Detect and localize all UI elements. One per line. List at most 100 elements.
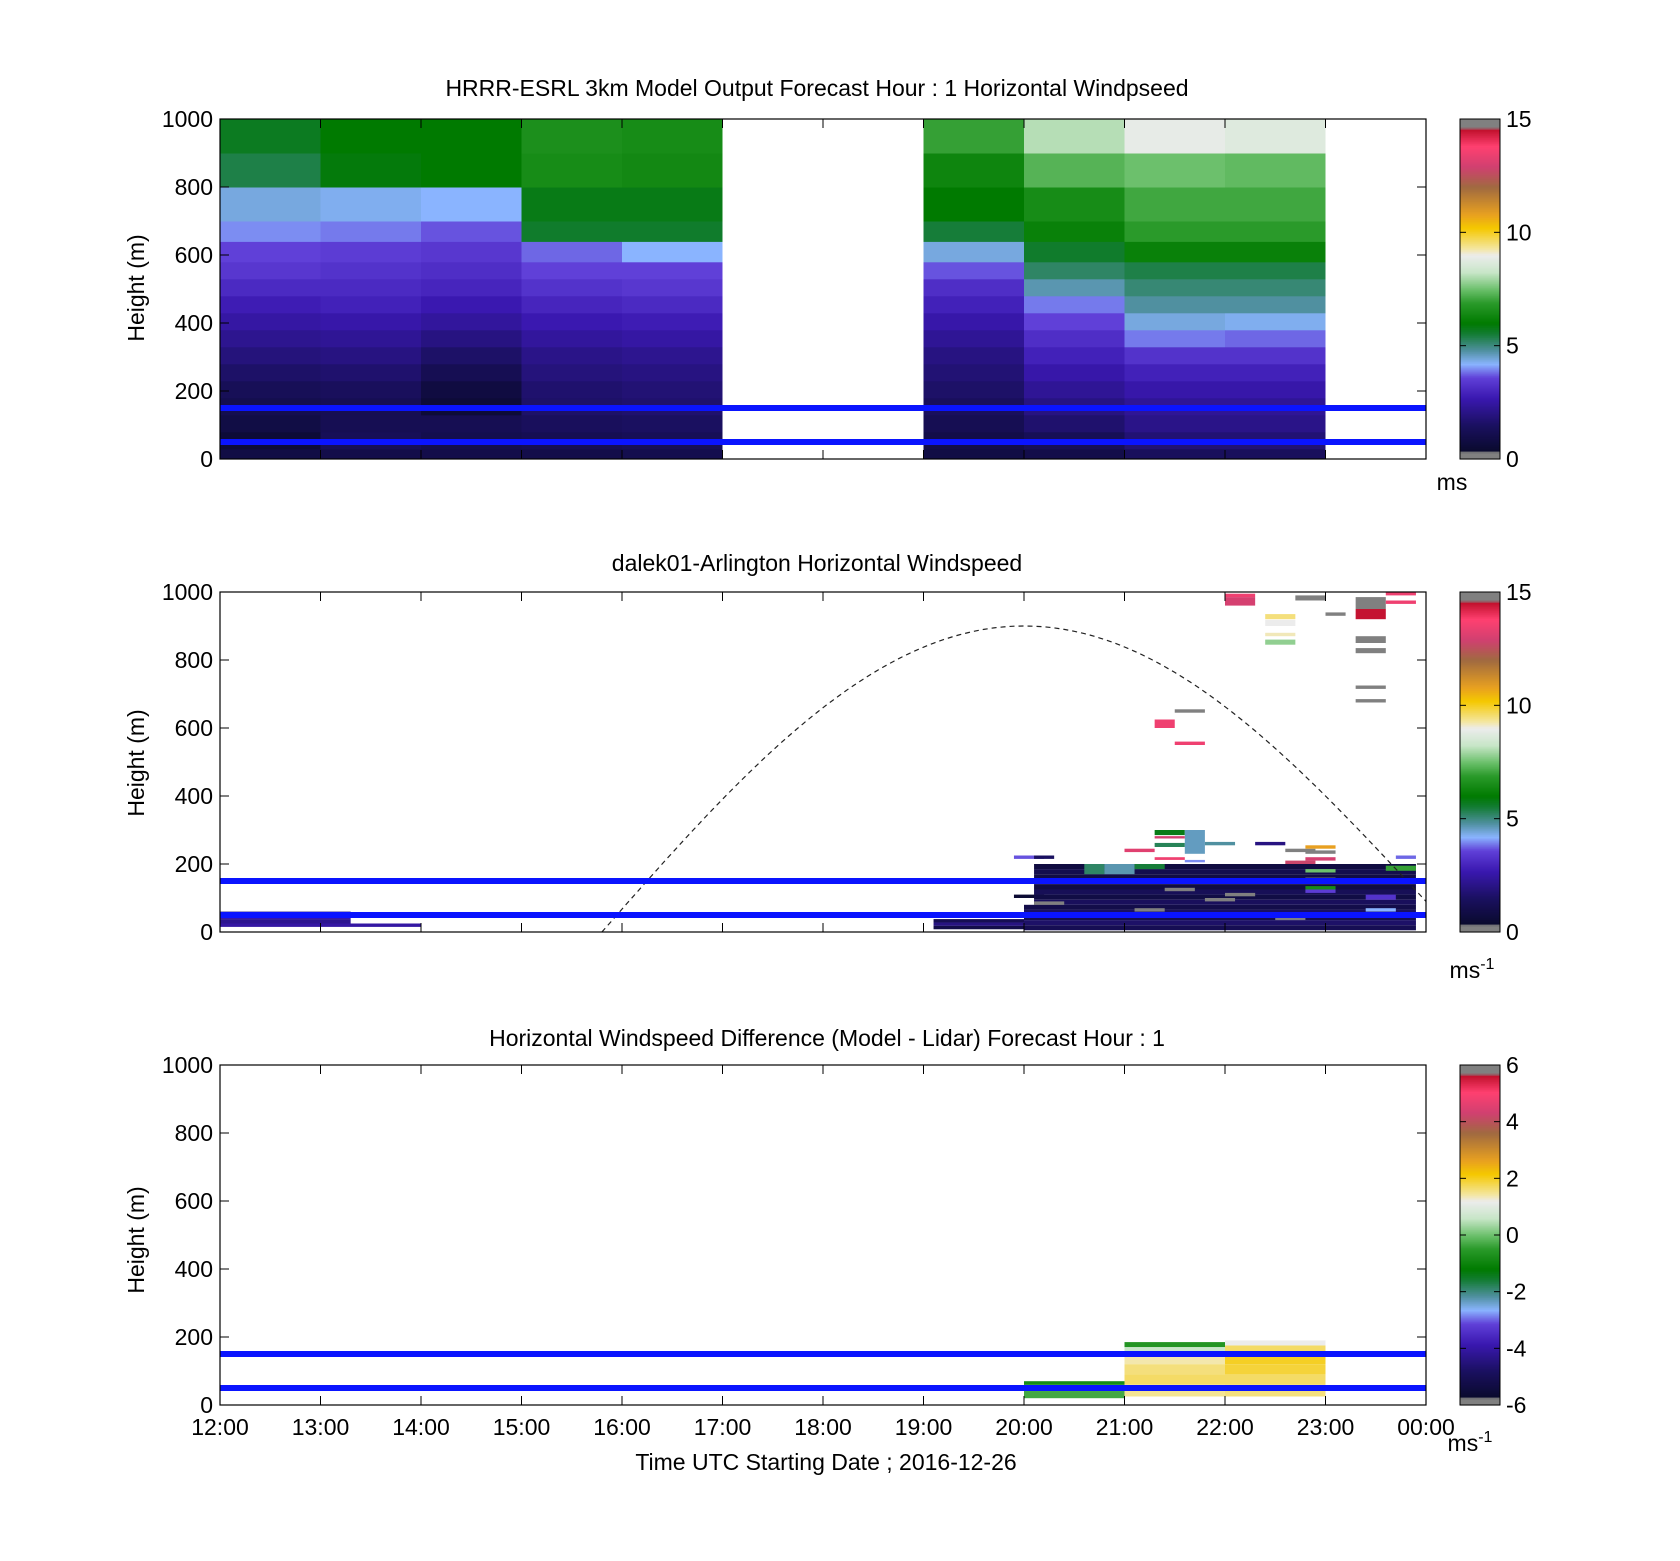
colorbar-swatch xyxy=(1460,1351,1500,1354)
colorbar-swatch xyxy=(1460,301,1500,304)
colorbar-swatch xyxy=(1460,305,1500,308)
colorbar-swatch xyxy=(1460,1391,1500,1394)
colorbar-swatch xyxy=(1460,1165,1500,1168)
colorbar-swatch xyxy=(1460,1171,1500,1174)
colorbar-swatch xyxy=(1460,650,1500,653)
colorbar-swatch xyxy=(1460,385,1500,388)
colorbar-swatch xyxy=(1460,377,1500,380)
colorbar-swatch xyxy=(1460,1263,1500,1266)
colorbar-swatch xyxy=(1460,926,1500,929)
colorbar-swatch xyxy=(1460,770,1500,773)
colorbar-swatch xyxy=(1460,662,1500,665)
lidar-cell xyxy=(1325,612,1346,616)
model-cell xyxy=(1225,380,1326,399)
model-cell xyxy=(1124,261,1225,280)
model-cell xyxy=(1024,295,1125,314)
colorbar-swatch xyxy=(1460,742,1500,745)
colorbar-tick-label: -4 xyxy=(1506,1335,1527,1361)
colorbar-swatch xyxy=(1460,748,1500,751)
colorbar-swatch xyxy=(1460,1129,1500,1132)
colorbar-swatch xyxy=(1460,395,1500,398)
colorbar-swatch xyxy=(1460,331,1500,334)
colorbar-swatch xyxy=(1460,1259,1500,1262)
colorbar-swatch xyxy=(1460,844,1500,847)
colorbar-swatch xyxy=(1460,1205,1500,1208)
difference-cell xyxy=(1225,1364,1326,1375)
colorbar-swatch xyxy=(1460,1135,1500,1138)
colorbar-swatch xyxy=(1460,343,1500,346)
colorbar-swatch xyxy=(1460,157,1500,160)
colorbar-frame xyxy=(1459,118,1501,460)
colorbar-swatch xyxy=(1460,129,1500,132)
model-cell xyxy=(1124,187,1225,222)
colorbar-swatch xyxy=(1460,1309,1500,1312)
colorbar-swatch xyxy=(1460,908,1500,911)
colorbar-swatch xyxy=(1460,313,1500,316)
colorbar-swatch xyxy=(1460,874,1500,877)
colorbar-swatch xyxy=(1460,778,1500,781)
lidar-cell xyxy=(1365,894,1396,900)
colorbar-swatch xyxy=(1460,255,1500,258)
colorbar-swatch xyxy=(1460,1365,1500,1368)
lidar-cell xyxy=(1024,920,1416,926)
colorbar-swatch xyxy=(1460,309,1500,312)
colorbar-swatch xyxy=(1460,1123,1500,1126)
colorbar-swatch xyxy=(1460,596,1500,599)
colorbar-swatch xyxy=(1460,1167,1500,1170)
colorbar-swatch xyxy=(1460,1081,1500,1084)
lidar-cell xyxy=(933,919,1024,923)
colorbar-swatch xyxy=(1460,826,1500,829)
model-cell xyxy=(1124,241,1225,263)
colorbar-swatch xyxy=(1460,1215,1500,1218)
model-cell xyxy=(320,221,421,242)
model-cell xyxy=(1124,278,1225,297)
colorbar-swatch xyxy=(1460,832,1500,835)
colorbar-swatch xyxy=(1460,842,1500,845)
difference-cell xyxy=(1225,1354,1326,1365)
lidar-panel-colorbar: ms-1 0 5 10 15 xyxy=(1450,579,1532,983)
colorbar-swatch xyxy=(1460,451,1500,454)
colorbar-swatch xyxy=(1460,1071,1500,1074)
colorbar-swatch xyxy=(1460,660,1500,663)
colorbar-swatch xyxy=(1460,834,1500,837)
colorbar-swatch xyxy=(1460,365,1500,368)
model-cell xyxy=(320,153,421,188)
colorbar-swatch xyxy=(1460,221,1500,224)
model-cell xyxy=(220,414,321,433)
model-cell xyxy=(622,278,723,297)
model-cell xyxy=(923,278,1024,297)
colorbar-swatch xyxy=(1460,127,1500,130)
colorbar-swatch xyxy=(1460,918,1500,921)
colorbar-swatch xyxy=(1460,854,1500,857)
colorbar-swatch xyxy=(1460,760,1500,763)
colorbar-swatch xyxy=(1460,1329,1500,1332)
colorbar-swatch xyxy=(1460,151,1500,154)
colorbar-swatch xyxy=(1460,820,1500,823)
model-cell xyxy=(1225,241,1326,263)
colorbar-swatch xyxy=(1460,678,1500,681)
difference-cell xyxy=(1124,1364,1225,1375)
colorbar-swatch xyxy=(1460,1119,1500,1122)
colorbar-swatch xyxy=(1460,271,1500,274)
model-cell xyxy=(421,380,522,399)
colorbar-swatch xyxy=(1460,736,1500,739)
colorbar-swatch xyxy=(1460,1163,1500,1166)
y-tick-label: 400 xyxy=(175,310,213,336)
colorbar-swatch xyxy=(1460,732,1500,735)
colorbar-swatch xyxy=(1460,830,1500,833)
colorbar-swatch xyxy=(1460,387,1500,390)
colorbar-swatch xyxy=(1460,1279,1500,1282)
colorbar-swatch xyxy=(1460,1159,1500,1162)
model-cell xyxy=(1225,329,1326,348)
colorbar-swatch xyxy=(1460,1235,1500,1238)
model-cell xyxy=(1225,187,1326,222)
lidar-panel: dalek01-Arlington Horizontal Windspeed H… xyxy=(123,550,1532,983)
colorbar-swatch xyxy=(1460,872,1500,875)
colorbar-tick-label: 5 xyxy=(1506,806,1519,832)
model-cell xyxy=(421,119,522,154)
colorbar-swatch xyxy=(1460,335,1500,338)
colorbar-swatch xyxy=(1460,307,1500,310)
colorbar-swatch xyxy=(1460,213,1500,216)
model-cell xyxy=(1024,346,1125,365)
colorbar-swatch xyxy=(1460,892,1500,895)
